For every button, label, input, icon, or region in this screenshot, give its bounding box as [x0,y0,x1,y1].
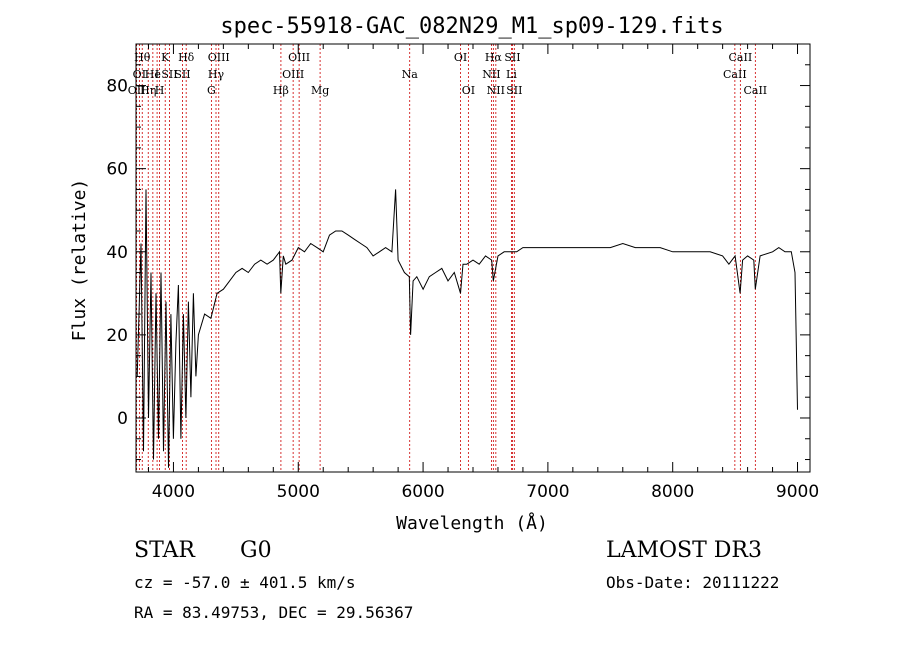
x-axis-label: Wavelength (Å) [396,512,548,534]
spectral-line-label: OIII [288,51,310,64]
x-tick-label: 6000 [401,482,444,502]
spectral-line-label: Na [402,68,419,81]
spectral-line-label: Hγ [208,68,225,81]
spectral-line-labels: OIIOIHθHηHeIHKSIISIIHδGHγOIIIHβOIIIOIIIM… [128,51,767,97]
spectral-line-label: SII [504,51,520,64]
survey-name: LAMOST DR3 [606,538,762,563]
y-tick-label: 20 [106,326,128,346]
spectral-line-label: Hθ [134,51,151,64]
spectral-line-label: SII [174,68,190,81]
coordinates: RA = 83.49753, DEC = 29.56367 [134,603,414,622]
spectral-line-label: OI [462,84,475,97]
spectral-line-label: Hβ [273,84,289,97]
y-tick-label: 0 [117,409,128,429]
velocity-readout: cz = -57.0 ± 401.5 km/s [134,573,356,592]
x-tick-label: 9000 [776,482,819,502]
x-axis-ticks: 4000 5000 6000 7000 8000 9000 [147,44,819,502]
x-tick-label: 5000 [277,482,320,502]
y-tick-label: 80 [106,77,128,97]
spectral-line-label: Li [506,68,517,81]
x-tick-label: 7000 [526,482,569,502]
spectral-line-label: CaII [743,84,767,97]
x-tick-label: 8000 [651,482,694,502]
spectral-line-label: Hδ [178,51,195,64]
spectral-line-label: OIII [282,68,304,81]
spectral-line-label: OI [454,51,467,64]
spectral-line-label: SII [161,68,177,81]
chart-title: spec-55918-GAC_082N29_M1_sp09-129.fits [220,14,723,39]
spectral-line-label: I [155,68,159,81]
object-class: STAR [134,538,195,563]
spectral-line-label: Hη [140,84,156,97]
spectral-line-label: G [207,84,216,97]
spectral-line-label: CaII [729,51,753,64]
spectral-line-label: SII [506,84,522,97]
flux-series-line [136,189,798,468]
y-tick-label: 40 [106,243,128,263]
y-axis-ticks: 0 20 40 60 80 [106,43,810,461]
spectral-line-markers [136,44,756,472]
y-tick-label: 60 [106,160,128,180]
spectral-line-label: Hα [485,51,503,64]
spectral-line-label: CaII [723,68,747,81]
obs-date: Obs-Date: 20111222 [606,573,780,592]
x-tick-label: 4000 [152,482,195,502]
spectral-line-label: Mg [311,84,329,97]
spectral-line-label: NII [482,68,500,81]
spectral-line-label: NII [487,84,505,97]
spectral-line-label: He [145,68,161,81]
spectral-line-label: H [155,84,165,97]
spectral-line-label: K [161,51,170,64]
spectral-line-label: OII [128,84,146,97]
y-axis-label: Flux (relative) [69,179,90,342]
spectral-line-label: OIII [208,51,230,64]
plot-frame [135,43,811,473]
object-subclass: G0 [240,538,272,563]
